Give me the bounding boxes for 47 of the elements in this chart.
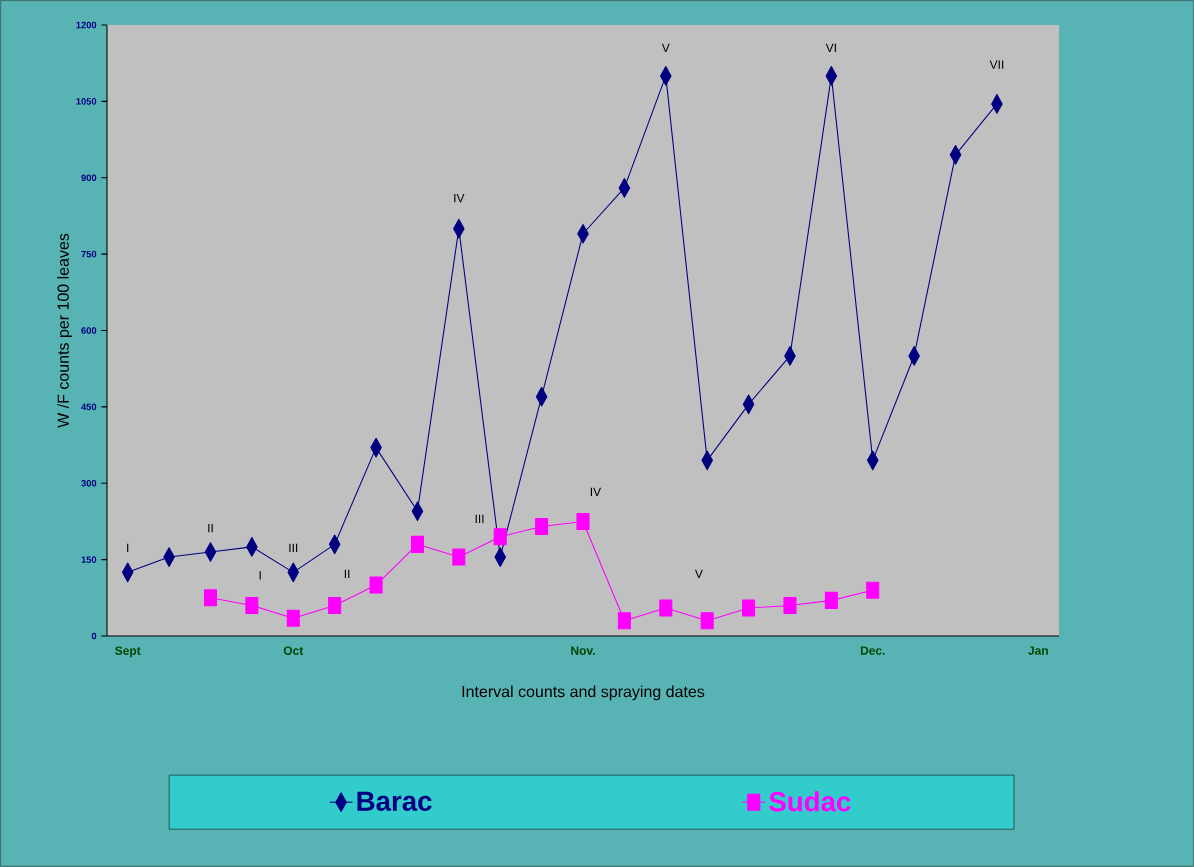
- annotation: II: [208, 523, 213, 533]
- legend-label: Barac: [357, 791, 432, 811]
- annotation: VI: [825, 43, 836, 53]
- annotation: VII: [989, 60, 1004, 69]
- point: [783, 596, 797, 614]
- y-tick-label: 150: [81, 556, 97, 563]
- point: [369, 576, 383, 594]
- legend-label: Sudac: [769, 791, 851, 812]
- point: [203, 589, 218, 607]
- annotation: IV: [454, 193, 465, 203]
- annotation: I: [127, 543, 129, 553]
- y-tick-label: 1200: [76, 21, 97, 29]
- annotation: IV: [590, 487, 602, 497]
- x-tick-label: Sept: [115, 646, 141, 658]
- point: [452, 548, 466, 566]
- annotation: I: [259, 571, 261, 580]
- annotation: V: [661, 43, 670, 53]
- y-tick-label: 750: [81, 250, 97, 258]
- annotation: III: [475, 514, 484, 524]
- point: [824, 591, 838, 609]
- point: [617, 612, 631, 630]
- annotation: II: [344, 569, 350, 579]
- point: [700, 612, 714, 630]
- point: [742, 599, 756, 617]
- point: [659, 599, 673, 617]
- y-tick-label: 1050: [76, 98, 97, 105]
- y-tick-label: 600: [81, 327, 97, 334]
- y-tick-label: 450: [81, 403, 97, 411]
- y-tick-label: 0: [91, 632, 97, 640]
- point: [535, 517, 549, 536]
- y-tick-label: 300: [81, 479, 97, 487]
- point: [328, 596, 342, 614]
- point: [576, 512, 590, 530]
- annotation: V: [694, 569, 703, 579]
- x-tick-label: Oct: [283, 646, 304, 655]
- x-tick-label: Jan: [1028, 646, 1048, 655]
- annotation: III: [289, 543, 298, 553]
- point: [410, 535, 424, 553]
- x-tick-label: Dec.: [860, 646, 885, 655]
- x-axis-title: Interval counts and spraying dates: [462, 685, 705, 701]
- point: [245, 596, 259, 614]
- y-axis-title: W /F counts per 100 leaves: [57, 233, 73, 428]
- point: [286, 609, 300, 627]
- y-tick-label: 900: [81, 174, 97, 182]
- point: [493, 528, 507, 546]
- x-tick-label: Nov.: [571, 646, 595, 655]
- point: [866, 581, 880, 599]
